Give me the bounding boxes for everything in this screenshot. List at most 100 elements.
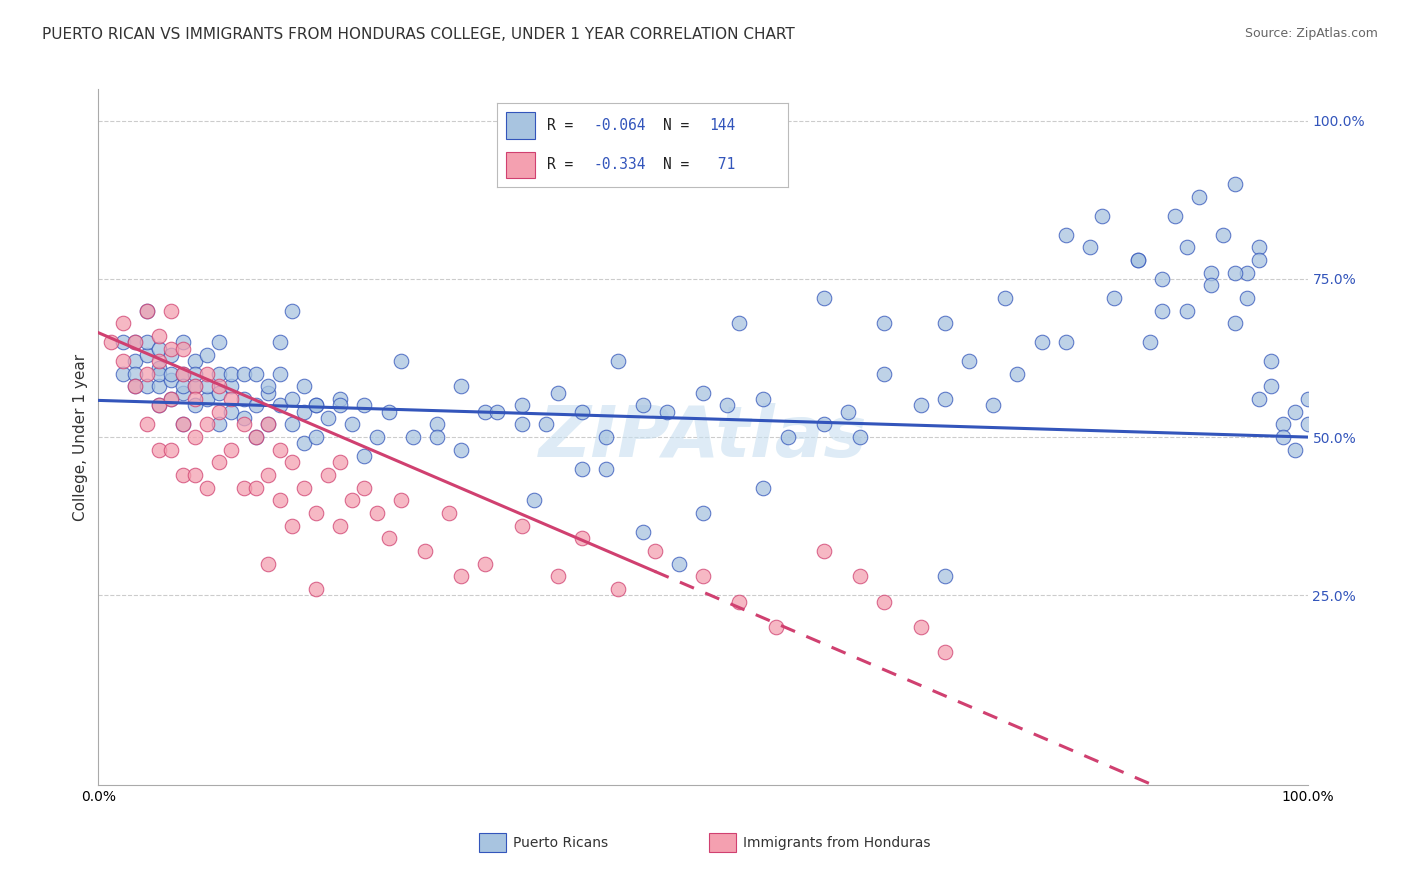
Point [910, 620, 932, 634]
Point [981, 399, 1004, 413]
Point [124, 335, 146, 350]
Point [752, 481, 775, 495]
Point [208, 455, 231, 469]
Point [124, 354, 146, 368]
Point [849, 430, 872, 444]
Point [437, 506, 460, 520]
Point [329, 399, 352, 413]
Point [184, 379, 207, 393]
Point [813, 291, 835, 305]
Point [124, 367, 146, 381]
Point [547, 385, 569, 400]
Point [172, 335, 194, 350]
Point [1078, 240, 1101, 254]
Point [1284, 442, 1306, 457]
Point [148, 399, 170, 413]
Point [269, 399, 291, 413]
Point [124, 379, 146, 393]
Point [269, 367, 291, 381]
Point [692, 506, 714, 520]
Point [245, 430, 267, 444]
Point [160, 392, 183, 406]
Point [728, 316, 751, 330]
Point [135, 367, 157, 381]
Point [305, 430, 328, 444]
Y-axis label: College, Under 1 year: College, Under 1 year [73, 353, 89, 521]
Point [353, 449, 375, 463]
Point [172, 468, 194, 483]
Point [813, 417, 835, 432]
Point [957, 354, 980, 368]
Point [342, 417, 364, 432]
Point [292, 436, 315, 450]
Point [148, 354, 170, 368]
Point [269, 442, 291, 457]
Point [195, 379, 218, 393]
Point [1128, 252, 1150, 267]
Point [534, 417, 557, 432]
Point [135, 379, 157, 393]
Point [644, 544, 666, 558]
Point [571, 531, 593, 545]
Point [111, 367, 134, 381]
Point [221, 392, 243, 406]
Point [716, 399, 738, 413]
Point [160, 348, 183, 362]
Point [160, 442, 183, 457]
Point [910, 399, 932, 413]
Point [1199, 266, 1222, 280]
Point [1249, 392, 1271, 406]
Point [195, 481, 218, 495]
Point [631, 524, 654, 539]
Point [571, 405, 593, 419]
Point [1054, 335, 1077, 350]
Point [873, 594, 896, 608]
Point [232, 481, 254, 495]
Point [1199, 278, 1222, 293]
Point [124, 379, 146, 393]
Point [1212, 227, 1234, 242]
Point [1102, 291, 1125, 305]
Point [148, 442, 170, 457]
Point [413, 544, 436, 558]
Point [389, 493, 412, 508]
Point [571, 461, 593, 475]
Point [135, 335, 157, 350]
Point [1236, 291, 1258, 305]
Point [305, 582, 328, 596]
Point [1175, 240, 1198, 254]
Point [607, 582, 630, 596]
Point [873, 367, 896, 381]
Point [111, 354, 134, 368]
Point [426, 430, 449, 444]
Point [292, 481, 315, 495]
Point [245, 430, 267, 444]
Point [135, 348, 157, 362]
Point [1163, 209, 1185, 223]
Point [269, 493, 291, 508]
Point [245, 481, 267, 495]
Point [607, 354, 630, 368]
Point [752, 392, 775, 406]
Point [160, 342, 183, 356]
Point [184, 430, 207, 444]
Point [195, 417, 218, 432]
Point [256, 379, 278, 393]
Point [1175, 303, 1198, 318]
Point [305, 399, 328, 413]
Point [934, 392, 956, 406]
Point [934, 316, 956, 330]
Point [148, 360, 170, 375]
Point [1152, 272, 1174, 286]
Point [245, 399, 267, 413]
Point [111, 335, 134, 350]
Point [256, 417, 278, 432]
Point [402, 430, 425, 444]
Point [450, 569, 472, 583]
Point [389, 354, 412, 368]
Point [837, 405, 859, 419]
Point [124, 335, 146, 350]
Point [256, 468, 278, 483]
Point [668, 557, 690, 571]
Point [184, 354, 207, 368]
